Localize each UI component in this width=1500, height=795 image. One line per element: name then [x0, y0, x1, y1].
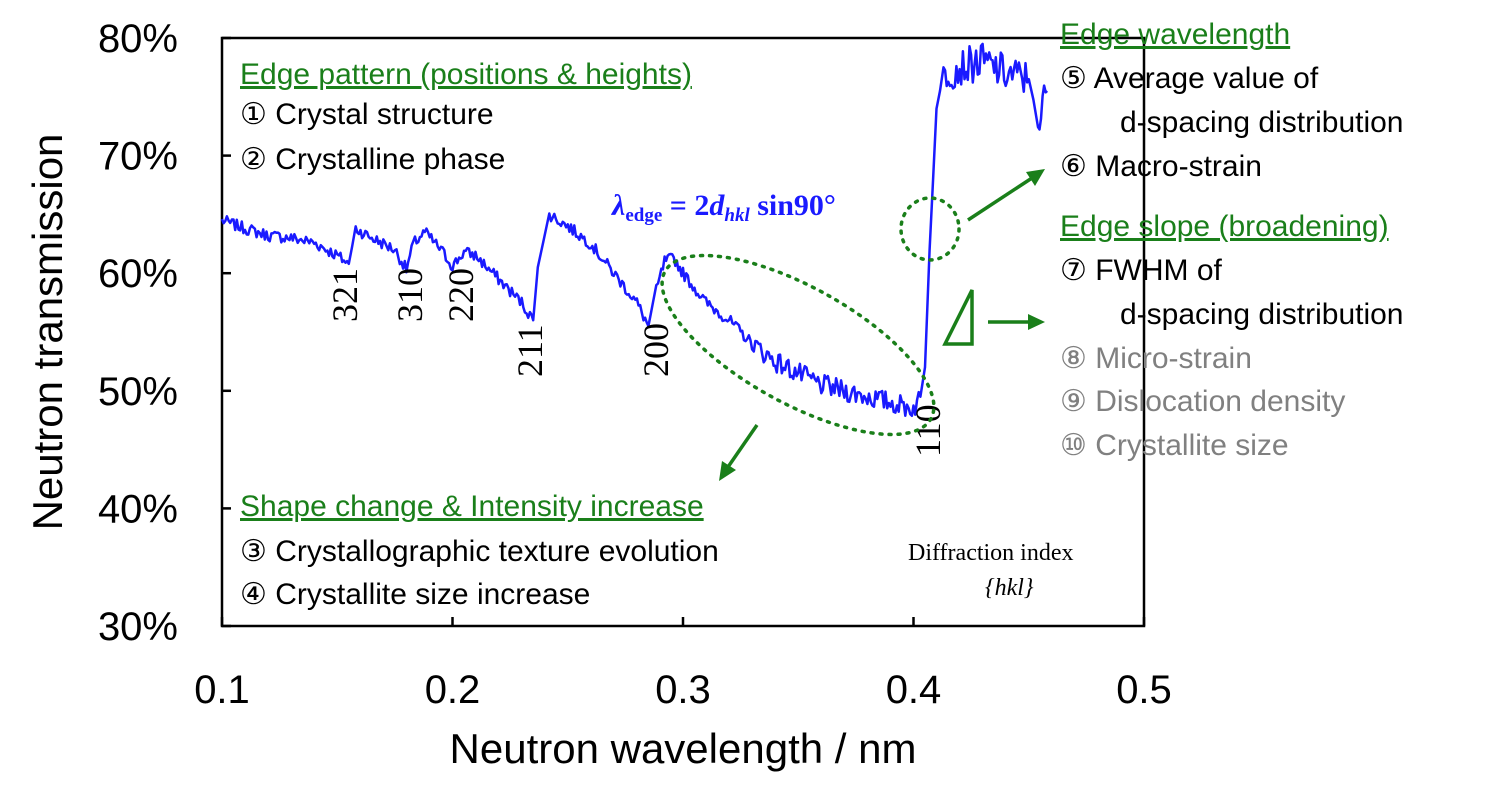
arrow-texture — [726, 424, 759, 468]
series-group — [220, 42, 1049, 418]
y-axis: 30% 40% 50% 60% 70% 80% — [98, 17, 231, 649]
edge-pattern-title: Edge pattern (positions & heights) — [240, 58, 692, 91]
y-tick-label: 60% — [98, 252, 178, 296]
arrow-edge — [967, 176, 1033, 222]
arrow-edge-head — [1026, 169, 1045, 186]
x-axis: 0.1 0.2 0.3 0.4 0.5 — [194, 617, 1172, 712]
item-5-cont: d-spacing distribution — [1120, 106, 1404, 139]
x-axis-label: Neutron wavelength / nm — [450, 725, 917, 772]
formula-end: sin90° — [750, 189, 836, 222]
y-axis-label: Neutron transmission — [24, 134, 71, 531]
bragg-formula: λedge = 2dhkl sin90° — [610, 189, 836, 226]
edge-slope-title: Edge slope (broadening) — [1060, 210, 1389, 243]
peak-label: 220 — [441, 268, 481, 322]
x-tick-label: 0.1 — [194, 668, 250, 712]
shape-change-title: Shape change & Intensity increase — [240, 490, 704, 523]
item-4: ④ Crystallite size increase — [240, 578, 591, 611]
green-arrows — [719, 169, 1045, 481]
item-3: ③ Crystallographic texture evolution — [240, 535, 719, 568]
slope-triangle — [942, 289, 974, 346]
x-tick-label: 0.3 — [655, 668, 711, 712]
item-7-cont: d-spacing distribution — [1120, 298, 1404, 331]
y-tick-label: 30% — [98, 605, 178, 649]
arrow-texture-head — [719, 461, 736, 481]
item-8: ⑧ Micro-strain — [1060, 342, 1252, 375]
diffraction-index-label: Diffraction index — [908, 540, 1074, 566]
formula-d: d — [709, 189, 725, 222]
peak-label: 321 — [325, 268, 365, 322]
y-tick-label: 40% — [98, 487, 178, 531]
peak-label: 200 — [636, 323, 676, 377]
edge-wavelength-title: Edge wavelength — [1060, 18, 1291, 51]
arrow-slope-head — [1028, 314, 1045, 330]
y-tick-label: 70% — [98, 135, 178, 179]
hkl-label: {hkl} — [985, 575, 1034, 601]
peak-label: 211 — [510, 324, 550, 377]
y-tick-label: 50% — [98, 370, 178, 414]
item-10: ⑩ Crystallite size — [1060, 429, 1289, 462]
x-tick-label: 0.4 — [886, 668, 942, 712]
item-1: ① Crystal structure — [240, 98, 494, 131]
formula-mid: = 2 — [662, 189, 709, 222]
texture-region-ellipse — [660, 253, 936, 437]
formula-lambda: λ — [610, 189, 625, 222]
formula-hkl-sub: hkl — [724, 205, 750, 226]
item-6: ⑥ Macro-strain — [1060, 150, 1262, 183]
item-7: ⑦ FWHM of — [1060, 254, 1222, 287]
series-line — [220, 42, 1049, 418]
x-tick-label: 0.2 — [425, 668, 481, 712]
item-9: ⑨ Dislocation density — [1060, 385, 1346, 418]
formula-edge-sub: edge — [625, 205, 662, 226]
x-tick-label: 0.5 — [1116, 668, 1172, 712]
edge-circle — [899, 196, 961, 262]
peak-label: 310 — [390, 268, 430, 322]
y-tick-label: 80% — [98, 17, 178, 61]
item-2: ② Crystalline phase — [240, 143, 506, 176]
item-5: ⑤ Average value of — [1060, 62, 1319, 95]
